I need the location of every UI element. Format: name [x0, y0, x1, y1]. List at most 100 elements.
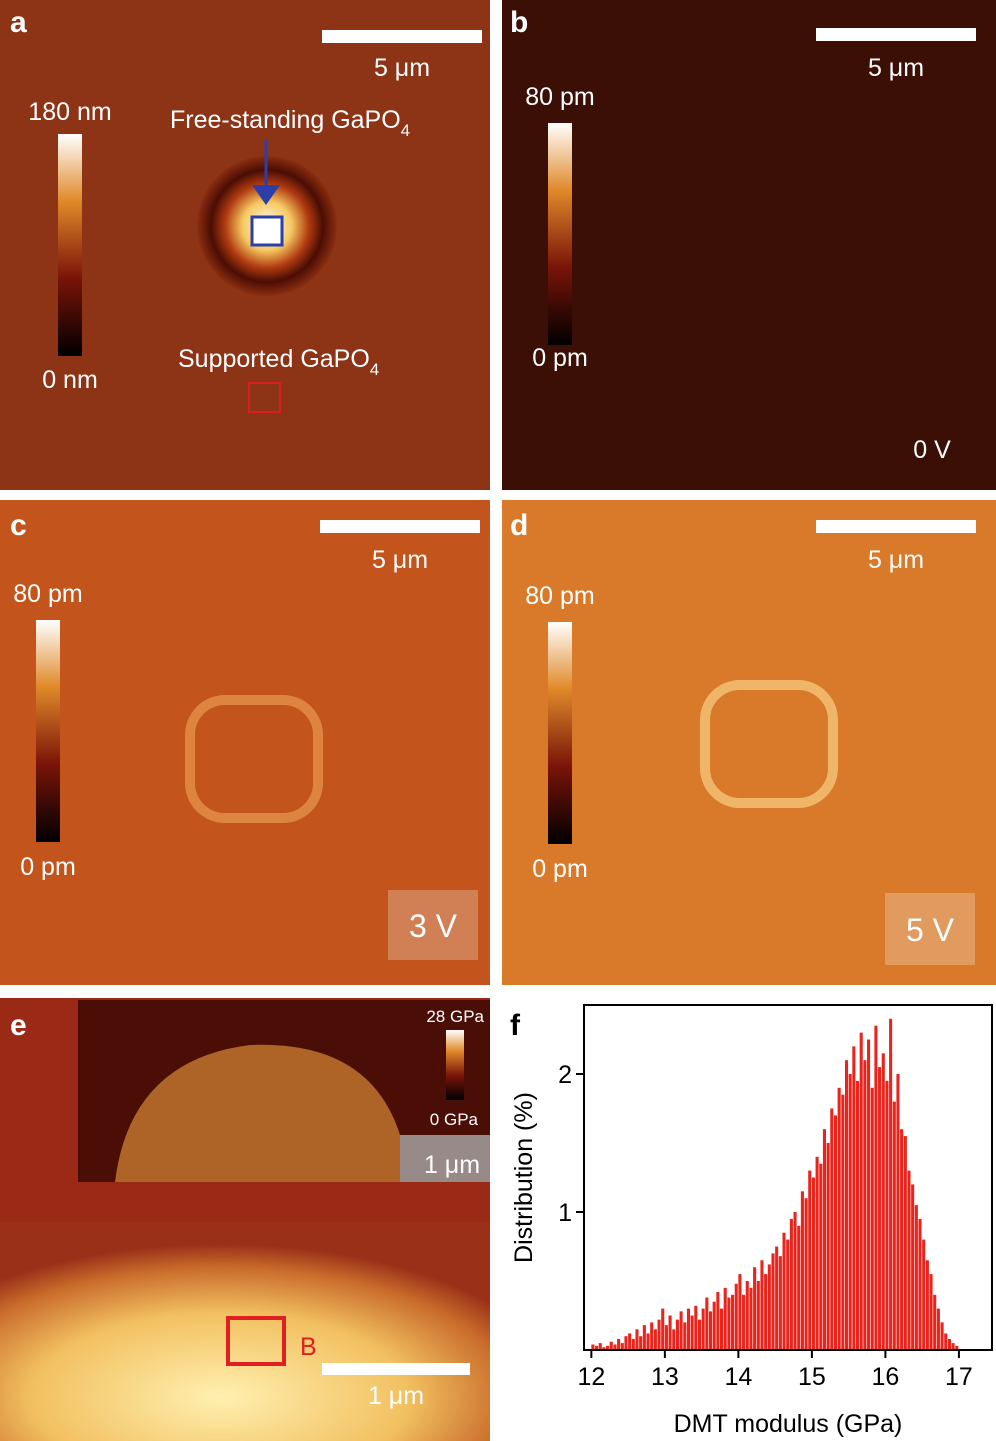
bar — [830, 1108, 834, 1350]
bar — [639, 1336, 643, 1350]
bar — [922, 1239, 926, 1350]
bar — [595, 1345, 599, 1350]
bar — [650, 1322, 654, 1350]
bar — [613, 1344, 617, 1350]
y-tick-label: 1 — [558, 1199, 572, 1227]
bar — [856, 1080, 860, 1350]
bar — [826, 1143, 830, 1350]
voltage-label: 5 V — [906, 912, 955, 948]
bar — [708, 1311, 713, 1350]
plot-frame — [583, 1004, 993, 1351]
panel-label: a — [10, 6, 27, 39]
bar — [859, 1032, 863, 1350]
inset-scale-bar-label: 1 μm — [424, 1151, 480, 1179]
colorbar-min: 0 nm — [42, 366, 98, 394]
panel-label: c — [10, 509, 27, 542]
bar — [800, 1191, 804, 1350]
subscript: 4 — [401, 121, 410, 140]
bar — [789, 1218, 793, 1350]
colorbar-min: 0 GPa — [430, 1110, 479, 1129]
bar — [892, 1101, 896, 1350]
bar — [624, 1336, 628, 1350]
bar — [679, 1311, 683, 1350]
panel-label: d — [510, 509, 528, 542]
bar — [900, 1129, 904, 1350]
bar — [815, 1156, 819, 1350]
panel-label: e — [10, 1009, 27, 1042]
bar — [819, 1163, 823, 1350]
bar — [602, 1347, 606, 1350]
panel-b: b 5 μm 80 pm 0 pm 0 V — [502, 0, 996, 490]
bar — [720, 1308, 724, 1350]
bar — [867, 1039, 871, 1350]
bar — [731, 1294, 735, 1350]
bar — [734, 1283, 738, 1350]
annotation-text: Free-standing GaPO — [170, 106, 401, 134]
annotation-text: Supported GaPO — [178, 345, 370, 373]
bar — [808, 1170, 812, 1350]
colorbar-min: 0 pm — [532, 855, 588, 883]
x-tick-label: 16 — [871, 1363, 899, 1391]
bar — [863, 1060, 867, 1350]
bar — [881, 1053, 885, 1350]
bar — [675, 1319, 679, 1350]
bar — [738, 1274, 742, 1350]
bar — [749, 1287, 753, 1350]
panel-e: e 28 GPa 0 GPa 1 μm B 1 μm — [0, 998, 490, 1441]
bar — [771, 1253, 775, 1350]
colorbar-max: 180 nm — [28, 98, 111, 126]
bar — [852, 1046, 856, 1350]
scale-bar-label: 1 μm — [368, 1382, 424, 1410]
bar — [782, 1232, 786, 1350]
annotation: Supported GaPO4 — [178, 345, 379, 379]
bar — [657, 1319, 661, 1350]
bar — [940, 1322, 944, 1350]
bar — [742, 1294, 746, 1350]
bar — [896, 1074, 900, 1350]
bar — [672, 1329, 676, 1350]
bar — [955, 1345, 959, 1350]
bar — [694, 1305, 698, 1350]
colorbar-max: 80 pm — [525, 83, 594, 111]
x-tick-label: 14 — [724, 1363, 752, 1391]
bar — [833, 1115, 838, 1350]
bar — [606, 1345, 610, 1350]
bar — [764, 1274, 768, 1350]
colorbar-min: 0 pm — [532, 344, 588, 372]
bar — [712, 1301, 716, 1350]
x-tick-label: 15 — [798, 1363, 826, 1391]
bar — [874, 1025, 878, 1350]
bar — [885, 1080, 889, 1350]
bar — [760, 1260, 764, 1350]
scale-bar-label: 5 μm — [868, 54, 924, 82]
bar — [944, 1333, 948, 1350]
bar — [870, 1087, 874, 1350]
bar — [690, 1315, 694, 1350]
bar — [727, 1297, 731, 1350]
bar — [797, 1225, 801, 1350]
x-tick-label: 13 — [651, 1363, 679, 1391]
bar — [841, 1094, 845, 1350]
bar — [951, 1343, 955, 1350]
subscript: 4 — [370, 360, 379, 379]
scale-bar-label: 5 μm — [868, 546, 924, 574]
bar — [936, 1308, 940, 1350]
bar — [683, 1322, 687, 1350]
bar — [664, 1325, 668, 1350]
colorbar-min: 0 pm — [20, 853, 76, 881]
bar — [716, 1292, 720, 1350]
bar — [668, 1315, 672, 1350]
bar — [848, 1074, 852, 1350]
bar — [701, 1308, 705, 1350]
bar — [793, 1212, 797, 1350]
bar — [918, 1218, 922, 1350]
voltage-label: 0 V — [913, 436, 951, 464]
colorbar-max: 28 GPa — [426, 1007, 484, 1026]
bar — [837, 1087, 841, 1350]
bar — [822, 1129, 826, 1350]
bar — [914, 1205, 918, 1350]
scale-bar-label: 5 μm — [374, 54, 430, 82]
panel-label: b — [510, 6, 528, 39]
y-tick-label: 2 — [558, 1061, 572, 1089]
